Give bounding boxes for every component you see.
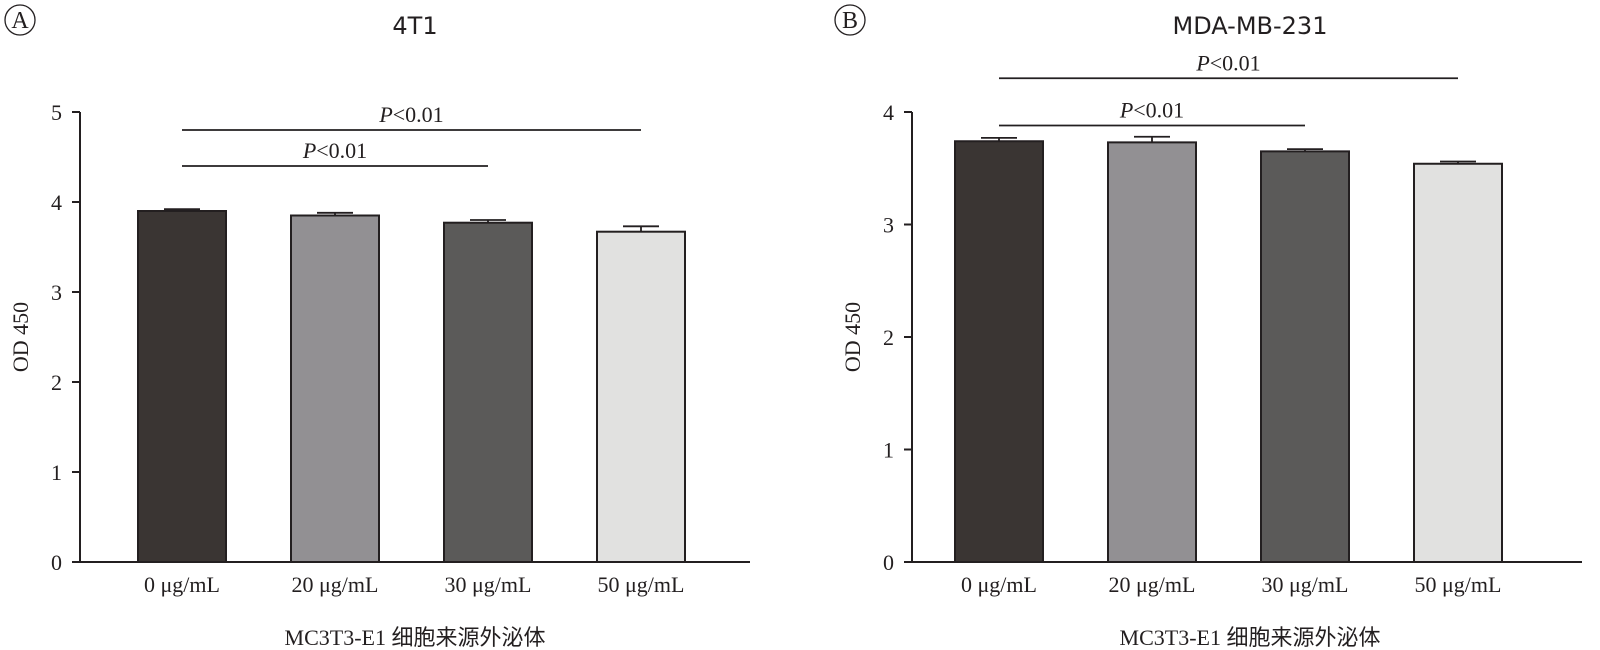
error-bar bbox=[981, 136, 1017, 142]
error-bar bbox=[317, 211, 353, 216]
bar bbox=[1413, 162, 1503, 563]
y-tick-label: 2 bbox=[883, 325, 894, 350]
category-label: 0 μg/mL bbox=[144, 572, 220, 597]
y-axis-label: OD 450 bbox=[840, 302, 865, 372]
category-label: 30 μg/mL bbox=[1262, 572, 1349, 597]
chart-title: MDA-MB-231 bbox=[1173, 12, 1328, 40]
significance-brackets: P<0.01 P<0.01 bbox=[999, 50, 1458, 127]
y-tick-label: 0 bbox=[51, 550, 62, 575]
panel-letter-b: B bbox=[834, 4, 866, 36]
significance-brackets: P<0.01 P<0.01 bbox=[182, 102, 641, 167]
category-label: 20 μg/mL bbox=[292, 572, 379, 597]
significance-label: P<0.01 bbox=[378, 102, 443, 127]
y-tick-label: 2 bbox=[51, 370, 62, 395]
y-tick-label: 1 bbox=[51, 460, 62, 485]
y-tick-label: 4 bbox=[883, 100, 894, 125]
x-axis-label: MC3T3-E1 细胞来源外泌体 bbox=[1120, 625, 1381, 650]
significance-label: P<0.01 bbox=[302, 138, 367, 163]
error-bar bbox=[1440, 160, 1476, 164]
category-label: 0 μg/mL bbox=[961, 572, 1037, 597]
error-bar bbox=[623, 225, 659, 232]
significance-label: P<0.01 bbox=[1119, 98, 1184, 123]
panel-letter-a: A bbox=[4, 4, 36, 36]
y-tick-label: 0 bbox=[883, 550, 894, 575]
error-bar bbox=[1134, 135, 1170, 143]
bar bbox=[290, 214, 380, 563]
category-labels: 0 μg/mL 20 μg/mL 30 μg/mL 50 μg/mL bbox=[961, 572, 1501, 597]
category-label: 50 μg/mL bbox=[1415, 572, 1502, 597]
y-tick-label: 5 bbox=[51, 100, 62, 125]
y-tick-label: 4 bbox=[51, 190, 62, 215]
panel-letter-text: B bbox=[842, 8, 858, 34]
category-labels: 0 μg/mL 20 μg/mL 30 μg/mL 50 μg/mL bbox=[144, 572, 684, 597]
x-axis-label: MC3T3-E1 细胞来源外泌体 bbox=[285, 625, 546, 650]
error-bar bbox=[470, 219, 506, 223]
bar bbox=[1260, 150, 1350, 563]
bar bbox=[1107, 141, 1197, 563]
category-label: 30 μg/mL bbox=[445, 572, 532, 597]
bar bbox=[954, 140, 1044, 563]
bars bbox=[954, 135, 1503, 563]
y-tick-label: 3 bbox=[883, 213, 894, 238]
panel-b: B MDA-MB-231 OD 450 MC3T3-E1 细胞来源外泌体 0 1 2… bbox=[834, 4, 1582, 650]
bar bbox=[596, 230, 686, 563]
category-label: 50 μg/mL bbox=[598, 572, 685, 597]
panel-letter-text: A bbox=[11, 8, 29, 34]
category-label: 20 μg/mL bbox=[1109, 572, 1196, 597]
bar bbox=[443, 221, 533, 563]
y-tick-label: 1 bbox=[883, 438, 894, 463]
panel-a: A 4T1 OD 450 MC3T3-E1 细胞来源外泌体 0 1 2 3 4 5 0 μ… bbox=[4, 4, 750, 650]
error-bar bbox=[1287, 148, 1323, 152]
chart-title: 4T1 bbox=[392, 12, 437, 40]
significance-label: P<0.01 bbox=[1195, 50, 1260, 75]
y-tick-label: 3 bbox=[51, 280, 62, 305]
bar bbox=[137, 210, 227, 563]
y-ticks: 0 1 2 3 4 5 bbox=[51, 100, 80, 575]
y-axis-label: OD 450 bbox=[8, 302, 33, 372]
y-ticks: 0 1 2 3 4 bbox=[883, 100, 912, 575]
bars bbox=[137, 208, 686, 563]
error-bar bbox=[164, 208, 200, 211]
